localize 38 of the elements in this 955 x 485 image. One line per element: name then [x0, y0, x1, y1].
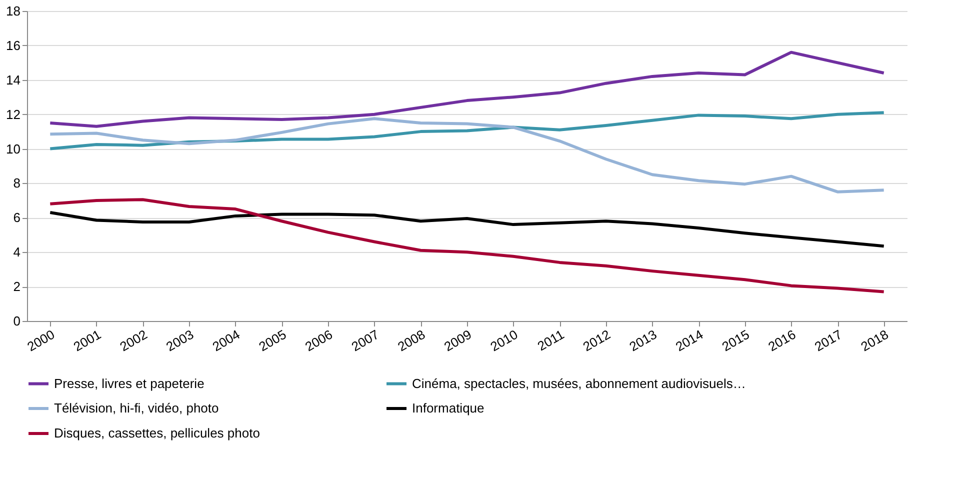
- legend-label: Cinéma, spectacles, musées, abonnement audiovisuels…: [412, 376, 746, 391]
- x-tick-label: 2010: [488, 326, 520, 354]
- x-tick-label: 2004: [210, 326, 242, 354]
- y-tick-label: 16: [6, 38, 20, 53]
- x-tick-label: 2016: [766, 326, 798, 354]
- y-tick-label: 18: [6, 4, 20, 18]
- y-tick-label: 6: [13, 210, 20, 226]
- x-tick-label: 2002: [117, 326, 150, 354]
- line-series: [48, 198, 886, 294]
- x-tick-label: 2000: [24, 326, 58, 354]
- x-tick-label: 2014: [673, 326, 706, 354]
- y-tick-label: 0: [13, 314, 20, 328]
- x-tick-label: 2003: [164, 326, 196, 354]
- legend-label: Télévision, hi-fi, vidéo, photo: [54, 400, 219, 416]
- legend-label: Informatique: [412, 400, 484, 416]
- x-tick-label: 2007: [348, 326, 382, 354]
- x-tick-label: 2018: [858, 326, 891, 354]
- y-tick-label: 14: [6, 72, 20, 88]
- y-tick-label: 12: [6, 106, 20, 122]
- x-tick-label: 2017: [812, 326, 845, 354]
- x-tick-label: 2011: [534, 326, 567, 354]
- line-series: [48, 211, 886, 248]
- x-tick-label: 2005: [256, 326, 289, 354]
- line-series: [48, 50, 886, 128]
- x-tick-label: 2013: [626, 326, 660, 354]
- y-tick-label: 10: [6, 141, 20, 156]
- legend-label: Disques, cassettes, pellicules photo: [54, 426, 260, 440]
- x-tick-label: 2006: [302, 326, 336, 354]
- y-tick-label: 4: [13, 244, 20, 260]
- x-tick-label: 2009: [441, 326, 474, 354]
- x-tick-label: 2008: [395, 326, 428, 354]
- x-tick-label: 2012: [580, 326, 613, 354]
- x-tick-label: 2015: [719, 326, 752, 354]
- y-tick-label: 8: [13, 176, 20, 191]
- x-tick-label: 2001: [70, 326, 104, 354]
- legend-label: Presse, livres et papeterie: [54, 376, 204, 391]
- y-tick-label: 2: [13, 279, 20, 294]
- line-series: [48, 117, 886, 194]
